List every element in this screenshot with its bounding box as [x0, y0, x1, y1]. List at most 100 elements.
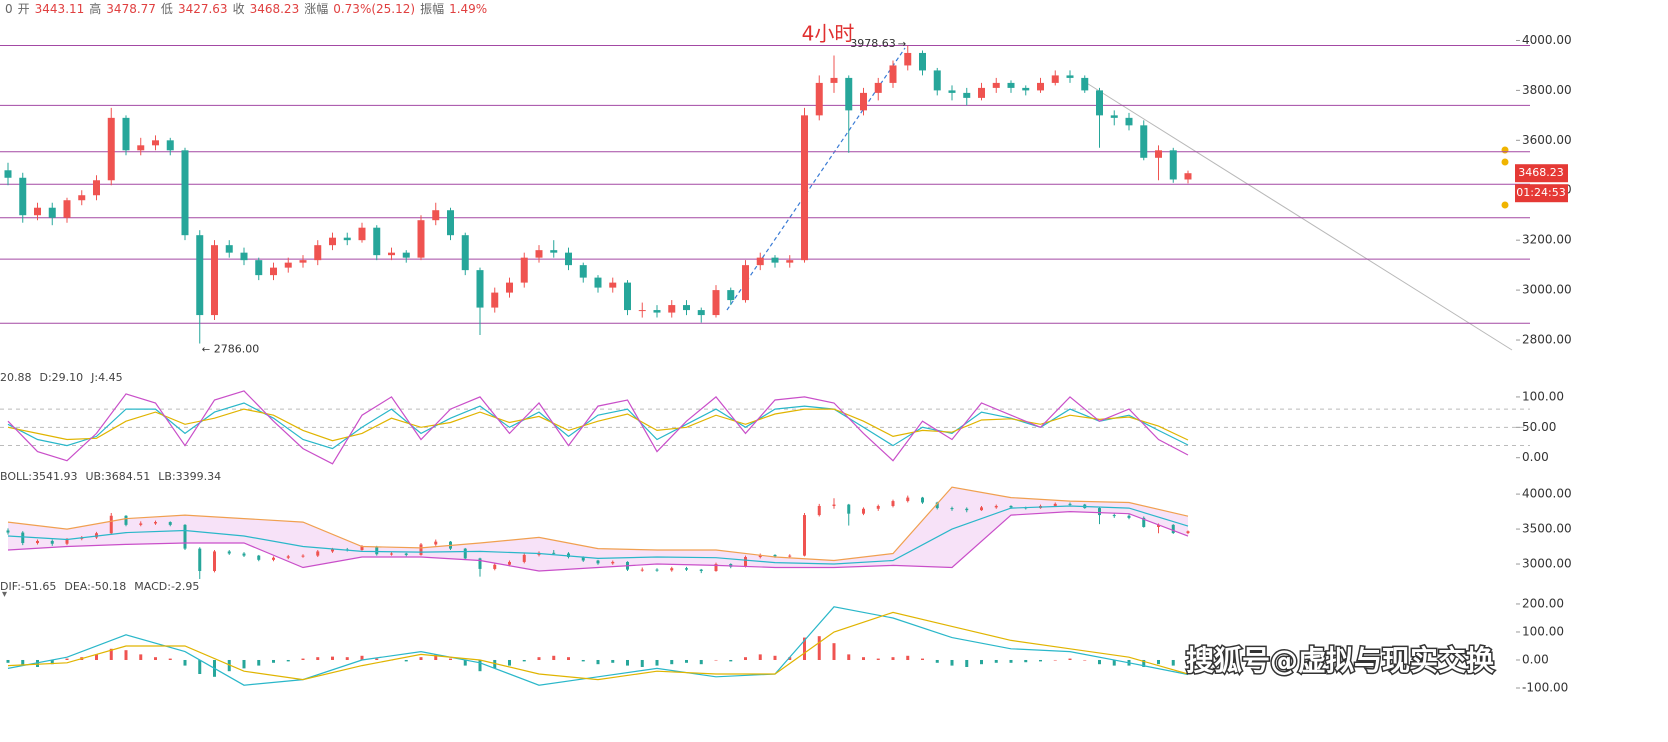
- candle-body: [830, 77, 838, 83]
- candle-body: [65, 538, 69, 544]
- y-tick-label: 100.00: [1522, 624, 1564, 638]
- macd-bar: [803, 637, 806, 660]
- band-area: [8, 487, 1188, 572]
- candle-body: [860, 92, 867, 111]
- candle-body: [360, 546, 364, 551]
- macd-bar: [522, 659, 526, 662]
- candle-body: [107, 117, 115, 181]
- macd-bar: [626, 659, 629, 666]
- annotation-arrow: →: [898, 39, 906, 50]
- candle-body: [579, 265, 587, 278]
- macd-bar: [227, 659, 231, 672]
- candle-body: [63, 200, 71, 218]
- candle-body: [1009, 505, 1013, 508]
- macd-bar: [360, 655, 364, 660]
- candle-body: [933, 70, 941, 91]
- candle-body: [815, 82, 823, 116]
- candle-body: [862, 508, 865, 514]
- candle-body: [963, 92, 971, 98]
- trend-line: [1084, 81, 1513, 351]
- candle-body: [78, 195, 86, 201]
- candle-body: [978, 87, 985, 98]
- countdown-text: 01:24:53: [1516, 186, 1565, 199]
- macd-bar: [345, 657, 349, 660]
- y-tick-label: 3200.00: [1522, 233, 1572, 247]
- candle-body: [196, 235, 204, 316]
- candle-body: [919, 52, 926, 71]
- macd-bar: [1112, 659, 1116, 666]
- legend-entry: MACD:-2.95: [134, 580, 199, 593]
- candle-body: [225, 245, 233, 253]
- y-tick-label: 3000.00: [1522, 283, 1572, 297]
- candle-body: [697, 310, 705, 316]
- header-prefix: 0: [5, 2, 13, 16]
- candle-body: [921, 497, 924, 503]
- y-tick-label: 2800.00: [1522, 333, 1572, 347]
- price-tag-text: 3468.23: [1518, 166, 1564, 179]
- candle-body: [640, 569, 644, 571]
- macd-bar: [109, 648, 113, 660]
- macd-bar: [567, 657, 570, 660]
- y-tick-label: 4000.00: [1522, 33, 1572, 47]
- alert-dot[interactable]: [1501, 158, 1509, 166]
- candle-body: [685, 568, 688, 570]
- header-label: 开: [18, 2, 30, 16]
- legend-entry: LB:3399.34: [158, 470, 221, 483]
- macd-bar: [1186, 659, 1190, 661]
- candle-body: [874, 82, 882, 93]
- candle-body: [152, 140, 159, 146]
- macd-bar: [935, 659, 939, 663]
- collapse-icon[interactable]: ▾: [2, 589, 7, 600]
- macd-bar: [257, 659, 261, 666]
- macd-bar: [1157, 659, 1160, 665]
- candle-body: [535, 250, 543, 258]
- band-line: [7, 505, 1189, 565]
- header-value: 3468.23: [250, 2, 300, 16]
- y-tick-label: 3500.00: [1522, 522, 1572, 536]
- macd-bar: [65, 658, 69, 660]
- candle-body: [388, 252, 395, 256]
- macd-bar: [670, 659, 674, 665]
- alert-dot[interactable]: [1501, 201, 1509, 209]
- y-tick-label: 0.00: [1522, 450, 1549, 464]
- candle-body: [1171, 524, 1175, 534]
- macd-bar: [552, 655, 556, 660]
- legend-entry: UB:3684.51: [85, 470, 150, 483]
- candle-body: [375, 546, 379, 555]
- candle-body: [461, 235, 469, 271]
- macd-bar: [1068, 658, 1072, 660]
- macd-line: [7, 606, 1189, 686]
- alert-dot[interactable]: [1501, 146, 1509, 154]
- candle-body: [183, 524, 187, 549]
- candle-body: [257, 555, 261, 560]
- macd-bar: [1142, 659, 1146, 667]
- macd-bar: [1053, 659, 1057, 661]
- candle-body: [373, 227, 381, 256]
- candle-body: [1127, 515, 1131, 518]
- header-value: 3443.11: [35, 2, 85, 16]
- macd-bar: [788, 657, 792, 660]
- header-label: 收: [233, 2, 245, 16]
- candle-body: [1112, 515, 1116, 517]
- candle-body: [491, 292, 499, 308]
- candle-body: [817, 505, 821, 516]
- candle-body: [6, 530, 10, 533]
- candle-body: [994, 505, 998, 508]
- candle-body: [565, 252, 572, 266]
- macd-bar: [537, 657, 541, 660]
- macd-bar: [611, 659, 615, 663]
- candle-body: [786, 260, 794, 263]
- candle-body: [594, 277, 602, 288]
- candle-body: [1037, 82, 1044, 91]
- macd-bar: [950, 659, 954, 666]
- candle-body: [48, 207, 56, 218]
- macd-bar: [463, 659, 467, 666]
- legend-entry: DIF:-51.65: [0, 580, 56, 593]
- candle-body: [314, 245, 322, 261]
- candle-body: [803, 515, 806, 556]
- candle-body: [19, 177, 27, 216]
- y-tick-label: 3800.00: [1522, 83, 1572, 97]
- candle-body: [1098, 508, 1101, 516]
